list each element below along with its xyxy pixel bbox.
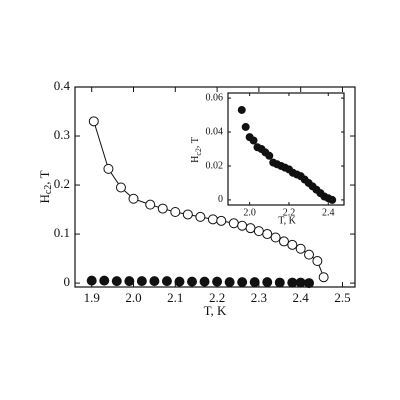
data-point	[86, 275, 97, 286]
data-point	[237, 105, 246, 114]
data-point	[318, 272, 329, 283]
x-tick-label: 2.5	[334, 290, 350, 305]
y-axis-label-part: , T	[37, 170, 52, 184]
y-axis-label-part: c2	[43, 185, 54, 194]
data-point	[111, 276, 122, 287]
data-point	[312, 256, 323, 267]
y-tick-label: 0.04	[206, 126, 224, 137]
x-tick-label: 2.0	[125, 290, 141, 305]
y-tick-label: 0.02	[206, 160, 224, 171]
plot: 2.0 2.2 2.4 0 0.02 0.04 0.06 T, K Hc2, T	[190, 92, 345, 226]
x-tick-label: 2.4	[322, 207, 335, 218]
data-point	[274, 277, 285, 288]
data-point	[115, 182, 126, 193]
data-point	[287, 277, 298, 288]
x-tick-label: 2.4	[293, 290, 310, 305]
data-point	[262, 229, 273, 240]
data-point	[245, 223, 256, 234]
data-point	[170, 207, 181, 217]
x-tick-label: 2.2	[209, 290, 225, 305]
x-tick-label: 2.3	[251, 290, 267, 305]
x-axis-label: T, K	[204, 303, 227, 318]
data-point	[216, 215, 227, 226]
data-point	[157, 203, 168, 214]
plot-frame	[227, 92, 345, 206]
data-point	[224, 277, 235, 288]
data-point	[328, 195, 337, 204]
data-point	[304, 249, 315, 260]
data-point	[253, 226, 264, 237]
data-point	[295, 277, 306, 288]
data-point	[182, 209, 193, 220]
data-point	[304, 278, 315, 289]
data-point	[128, 193, 139, 204]
data-point	[212, 276, 223, 287]
x-axis-label: T, K	[278, 215, 296, 226]
data-point	[136, 276, 147, 287]
y-axis-label: Hc2, T	[190, 137, 203, 163]
data-point	[145, 199, 156, 210]
y-axis-label-part: , T	[190, 137, 201, 148]
data-point	[195, 211, 206, 222]
data-point	[207, 214, 218, 225]
x-tick-label: 1.9	[84, 290, 100, 305]
y-axis-label-part: H	[37, 194, 52, 203]
y-tick-label: 0	[64, 274, 71, 289]
data-point	[287, 239, 298, 250]
data-point	[124, 276, 135, 287]
data-point	[161, 276, 172, 287]
data-point	[237, 220, 248, 231]
data-point	[228, 218, 239, 229]
data-point	[187, 276, 198, 287]
y-tick-label: 0.4	[54, 78, 71, 93]
data-point	[103, 163, 114, 174]
data-point	[249, 136, 258, 145]
data-point	[249, 277, 260, 288]
x-tick-label: 2.0	[243, 207, 256, 218]
y-tick-label: 0.1	[54, 225, 70, 240]
data-point	[241, 122, 250, 131]
data-point	[295, 243, 306, 254]
data-point	[237, 277, 248, 288]
data-point	[278, 236, 289, 247]
data-point	[270, 232, 281, 243]
y-axis-label-part: c2	[194, 148, 203, 156]
data-point	[174, 276, 185, 287]
y-tick-label: 0.3	[54, 127, 70, 142]
data-point	[88, 116, 99, 127]
data-point	[199, 276, 210, 287]
y-axis-label: Hc2, T	[37, 170, 54, 203]
y-axis-label-part: H	[190, 156, 201, 163]
x-tick-label: 2.2	[283, 207, 296, 218]
y-tick-label: 0.06	[206, 92, 224, 103]
data-point	[99, 275, 110, 286]
data-point	[265, 151, 274, 160]
y-tick-label: 0	[218, 194, 223, 205]
y-tick-label: 0.2	[54, 176, 70, 191]
data-point	[149, 276, 160, 287]
x-tick-label: 2.1	[167, 290, 183, 305]
data-point	[262, 277, 273, 288]
